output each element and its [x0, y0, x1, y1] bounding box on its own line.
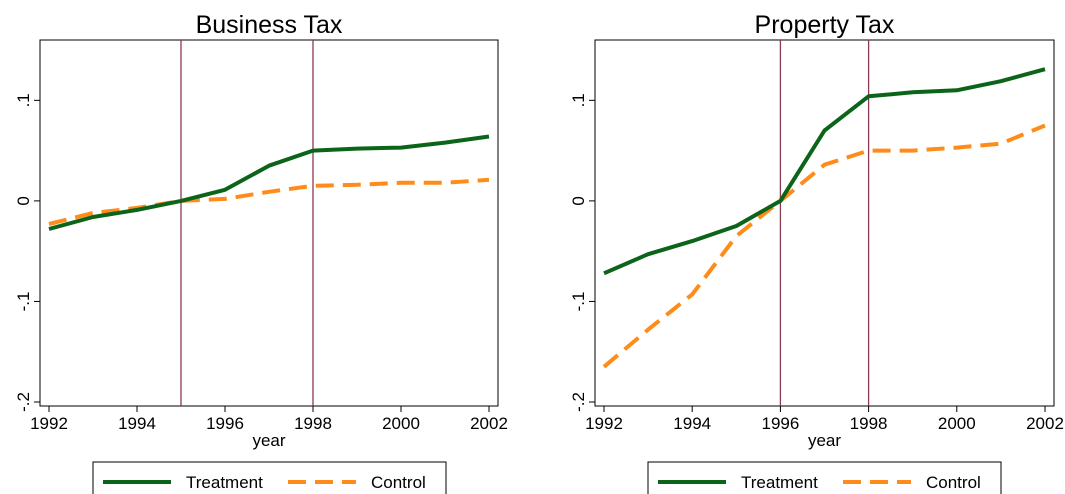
x-tick-label: 1996 — [206, 414, 244, 433]
legend-label-control: Control — [371, 473, 426, 492]
y-tick-label: -.1 — [569, 292, 588, 312]
chart-title: Business Tax — [196, 11, 343, 39]
y-tick-label: .1 — [569, 93, 588, 107]
x-tick-label: 1994 — [673, 414, 711, 433]
legend-label-control: Control — [926, 473, 981, 492]
x-tick-label: 1994 — [118, 414, 156, 433]
x-tick-label: 2002 — [470, 414, 508, 433]
chart-panel-1: Business Tax -.2 -.1 0 .1 1992 1994 1996 1998 200… — [14, 11, 508, 494]
x-tick-label: 2002 — [1026, 414, 1064, 433]
legend-box — [92, 461, 447, 494]
legend-box — [647, 461, 1002, 494]
x-axis-label: year — [808, 431, 841, 450]
y-tick-label: 0 — [569, 196, 588, 205]
x-tick-label: 1998 — [850, 414, 888, 433]
y-tick-label: -.1 — [14, 292, 33, 312]
legend: Treatment Control — [92, 461, 447, 494]
y-tick-label: .1 — [14, 93, 33, 107]
x-axis-label: year — [252, 431, 285, 450]
y-tick-label: -.2 — [14, 392, 33, 412]
x-tick-label: 1992 — [30, 414, 68, 433]
chart-panel-2: Property Tax -.2 -.1 0 .1 1992 1994 1996 1998 200… — [569, 11, 1064, 494]
series-line-control — [602, 123, 1046, 369]
plot-frame — [39, 39, 499, 407]
x-tick-label: 2000 — [382, 414, 420, 433]
legend-label-treatment: Treatment — [741, 473, 818, 492]
chart-title: Property Tax — [755, 11, 895, 39]
plot-frame — [594, 39, 1055, 407]
x-tick-label: 1992 — [585, 414, 623, 433]
x-tick-label: 2000 — [938, 414, 976, 433]
series-line-treatment — [603, 67, 1046, 276]
y-tick-label: 0 — [14, 196, 33, 205]
y-tick-label: -.2 — [569, 392, 588, 412]
legend-label-treatment: Treatment — [186, 473, 263, 492]
series-line-control — [48, 177, 490, 226]
legend: Treatment Control — [647, 461, 1002, 494]
x-tick-label: 1996 — [761, 414, 799, 433]
x-tick-label: 1998 — [294, 414, 332, 433]
series-line-treatment — [48, 134, 490, 231]
